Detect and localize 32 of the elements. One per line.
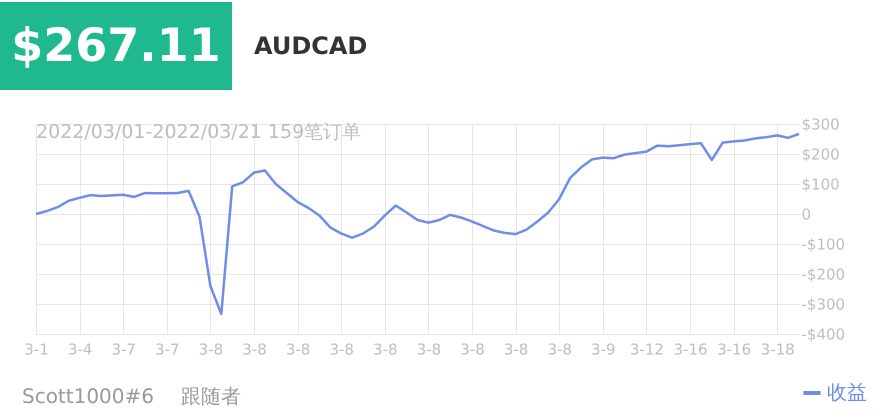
text: Scott1000#6 [22,384,154,408]
y-tick-label: -$200 [802,266,846,284]
x-tick-label: 3-7 [155,340,180,358]
x-tick-label: 3-8 [547,340,572,358]
x-tick-label: 3-7 [111,340,136,358]
x-tick-label: 3-12 [630,340,664,358]
x-tick-label: 3-8 [416,340,442,358]
x-tick-label: 3-8 [329,340,354,358]
x-tick-label: 3-8 [373,340,398,358]
text: $267.11 [11,18,221,72]
text: 跟随者 [181,384,241,408]
x-tick-label: 3-8 [286,340,310,358]
x-tick-label: 3-1 [24,340,49,358]
x-tick-label: 3-9 [591,340,616,358]
legend-label: 收益 [827,380,867,404]
y-tick-label: $100 [802,176,840,194]
y-tick-label: -$300 [802,296,846,314]
x-tick-label: 3-8 [460,340,485,358]
x-tick-label: 3-4 [68,340,92,358]
chart-title: AUDCAD [254,32,368,60]
y-tick-label: 0 [802,206,812,224]
chart-subtitle: 2022/03/01-2022/03/21 159笔订单 [36,121,362,143]
y-tick-label: $200 [802,146,840,164]
x-tick-label: 3-18 [760,340,795,358]
x-tick-label: 3-16 [673,340,708,358]
x-tick-label: 3-8 [504,340,528,358]
x-tick-label: 3-16 [717,340,752,358]
y-tick-label: -$100 [802,236,846,254]
y-tick-label: -$400 [802,326,846,344]
x-tick-label: 3-8 [198,340,224,358]
x-tick-label: 3-8 [242,340,267,358]
y-tick-label: $300 [802,116,840,134]
